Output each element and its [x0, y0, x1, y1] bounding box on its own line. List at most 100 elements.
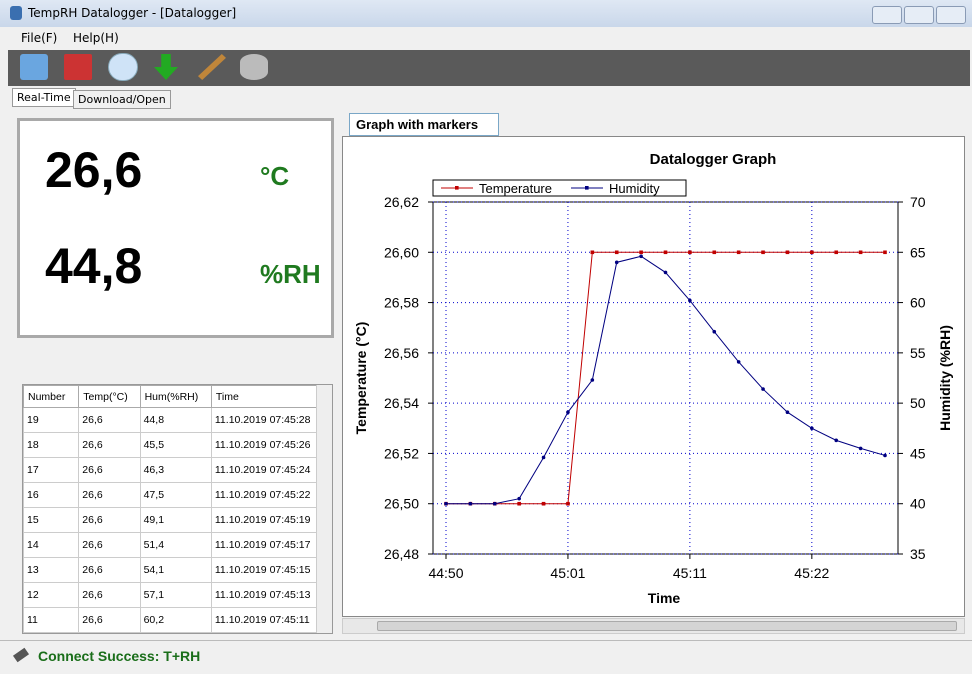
table-cell: 44,8	[139, 407, 212, 433]
save-button[interactable]	[64, 54, 92, 80]
table-row: 12 26,6 57,1 11.10.2019 07:45:13	[23, 582, 332, 608]
y2-tick-label: 70	[910, 194, 926, 210]
y2-tick-label: 55	[910, 345, 926, 361]
marker	[858, 446, 863, 451]
table-cell: 26,6	[78, 507, 141, 533]
vertical-scrollbar[interactable]	[316, 385, 332, 633]
marker	[810, 426, 814, 431]
table-cell: 15	[23, 507, 80, 533]
table-cell: 19	[23, 407, 80, 433]
table-cell: 18	[23, 432, 80, 458]
table-cell: 17	[23, 457, 80, 483]
tab-realtime[interactable]: Real-Time	[12, 88, 76, 107]
table-cell: 49,1	[139, 507, 212, 533]
table-cell: 26,6	[78, 607, 141, 633]
marker	[663, 250, 668, 255]
maximize-button[interactable]	[904, 6, 934, 24]
table-cell: 11.10.2019 07:45:19	[210, 507, 332, 533]
close-button[interactable]	[936, 6, 966, 24]
status-icon	[12, 647, 30, 663]
table-cell: 11.10.2019 07:45:28	[210, 407, 332, 433]
tab-download[interactable]: Download/Open	[73, 90, 171, 109]
table-cell: 11	[23, 607, 80, 633]
table-cell: 46,3	[139, 457, 212, 483]
table-cell: 26,6	[78, 407, 141, 433]
humidity-value: 44,8	[45, 238, 143, 294]
table-cell: 26,6	[78, 532, 141, 558]
column-header: Hum(%RH)	[139, 385, 212, 408]
clock-button[interactable]	[108, 53, 138, 81]
graph-panel: Datalogger Graph 26,48 26,50 26,52 26,54 26,5…	[342, 136, 965, 617]
x-tick-label: 45:01	[550, 565, 585, 581]
table-cell: 11.10.2019 07:45:26	[210, 432, 332, 458]
legend-box	[432, 179, 687, 197]
status-text: Connect Success: T+RH	[38, 648, 201, 664]
download-button[interactable]	[154, 54, 178, 80]
status-bar: Connect Success: T+RH	[0, 640, 972, 674]
marker	[517, 496, 521, 501]
table-cell: 13	[23, 557, 80, 583]
marker	[858, 250, 863, 255]
y2-tick-label: 40	[910, 496, 926, 512]
chart: Datalogger Graph 26,48 26,50 26,52 26,54 26,5…	[353, 151, 953, 606]
y-tick-label: 26,58	[384, 295, 419, 311]
table-cell: 16	[23, 482, 80, 508]
legend-label: Humidity	[609, 181, 660, 196]
table-row: 13 26,6 54,1 11.10.2019 07:45:15	[23, 557, 332, 583]
y-tick-label: 26,54	[384, 395, 419, 411]
x-tick-label: 45:11	[673, 565, 707, 581]
table-row: 11 26,6 60,2 11.10.2019 07:45:11	[23, 607, 332, 633]
minimize-button[interactable]	[872, 6, 902, 24]
graph-tab[interactable]: Graph with markers	[349, 113, 499, 136]
table-cell: 26,6	[78, 482, 141, 508]
table-cell: 26,6	[78, 582, 141, 608]
menu-help[interactable]: Help(H)	[73, 31, 119, 45]
x-tick-label: 45:22	[794, 565, 829, 581]
table-cell: 63,0	[139, 632, 212, 633]
data-table-panel: Number Temp(°C) Hum(%RH) Time 19 26,6 44,8 11.1…	[22, 384, 333, 634]
menu-file[interactable]: File(F)	[21, 31, 58, 45]
table-row: 18 26,6 45,5 11.10.2019 07:45:26	[23, 432, 332, 458]
table-cell: 11.10.2019 07:45:17	[210, 532, 332, 558]
open-button[interactable]	[20, 54, 48, 80]
marker	[614, 250, 619, 255]
y-tick-label: 26,56	[384, 345, 419, 361]
table-cell: 60,2	[139, 607, 212, 633]
x-tick-label: 44:50	[428, 565, 463, 581]
marker	[566, 410, 570, 414]
table-cell: 26,6	[78, 557, 141, 583]
y-tick-label: 26,50	[384, 496, 419, 512]
table-cell: 57,1	[139, 582, 212, 608]
table-row: 19 26,6 44,8 11.10.2019 07:45:28	[23, 407, 332, 433]
y2-tick-label: 50	[910, 395, 926, 411]
series-line	[446, 255, 886, 505]
menu-bar: File(F) Help(H)	[0, 27, 972, 49]
y2-tick-label: 35	[910, 546, 926, 562]
marker	[688, 298, 692, 303]
table-cell: 10	[23, 632, 80, 633]
table-cell: 11.10.2019 07:45:13	[210, 582, 332, 608]
scroll-thumb[interactable]	[377, 621, 957, 631]
marker	[883, 453, 887, 458]
column-header: Time	[210, 385, 332, 408]
marker	[566, 501, 570, 506]
marker	[761, 250, 765, 255]
title-bar: TempRH Datalogger - [Datalogger]	[0, 0, 972, 27]
settings-button[interactable]	[198, 54, 226, 80]
header-row: Number Temp(°C) Hum(%RH) Time	[23, 385, 332, 408]
table-row: 16 26,6 47,5 11.10.2019 07:45:22	[23, 482, 332, 508]
marker	[883, 250, 887, 255]
y-tick-label: 26,48	[384, 546, 419, 562]
table-cell: 54,1	[139, 557, 212, 583]
database-button[interactable]	[240, 54, 268, 80]
table-cell: 26,6	[78, 457, 141, 483]
horizontal-scrollbar[interactable]	[342, 618, 965, 634]
legend-marker	[455, 186, 459, 190]
plot-area	[432, 201, 899, 555]
chart-title: Datalogger Graph	[650, 151, 777, 168]
marker	[541, 455, 546, 460]
window-title: TempRH Datalogger - [Datalogger]	[28, 6, 237, 20]
marker	[517, 501, 521, 506]
marker	[712, 250, 717, 255]
